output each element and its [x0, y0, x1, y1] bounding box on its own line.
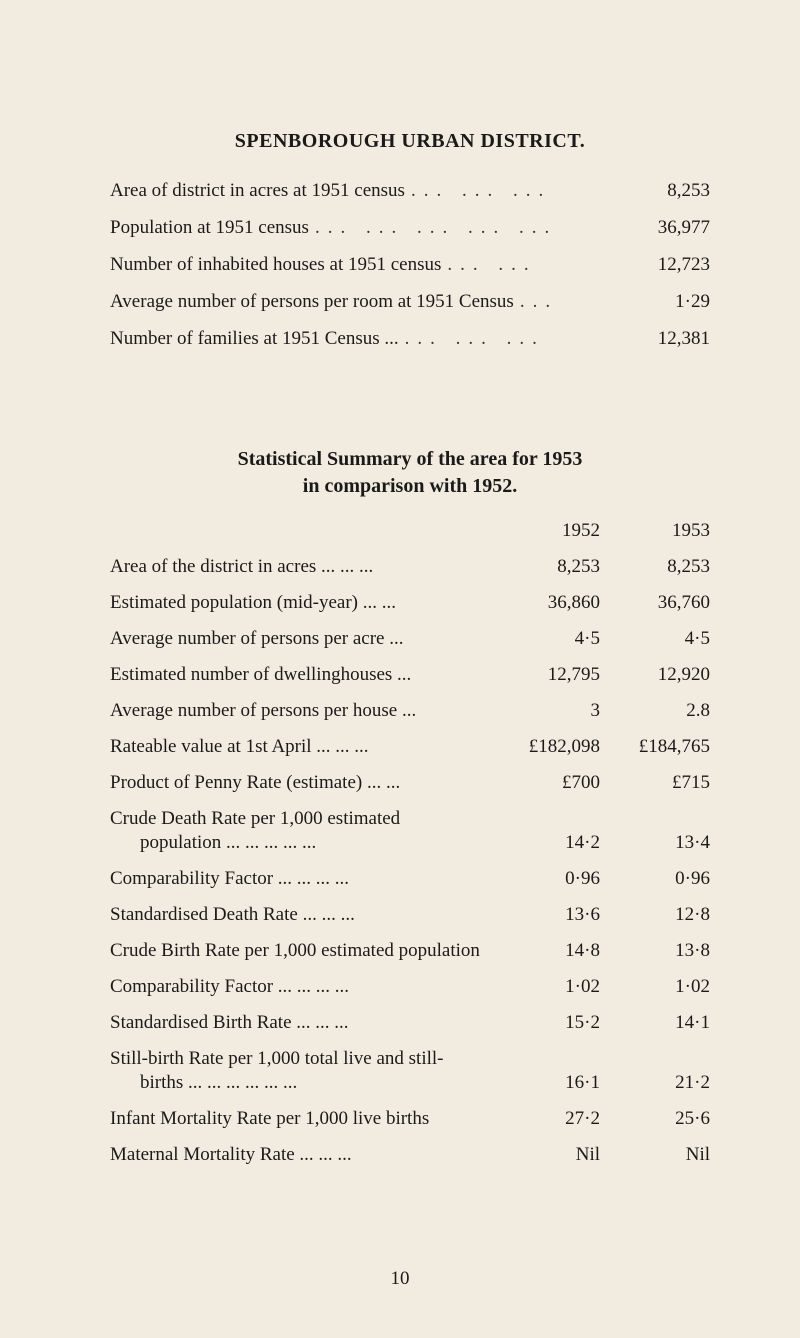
- row-label: Estimated number of dwellinghouses ...: [110, 664, 490, 686]
- table-row: Standardised Birth Rate ... ... ... 15·2…: [110, 1012, 710, 1034]
- dots: ... ... ...: [405, 181, 630, 200]
- val-1952: 14·2: [490, 832, 600, 854]
- row-label: population ... ... ... ... ...: [110, 832, 490, 854]
- stat-row: Number of inhabited houses at 1951 censu…: [110, 255, 710, 274]
- row-label: Average number of persons per house ...: [110, 700, 490, 722]
- stat-label: Average number of persons per room at 19…: [110, 292, 514, 311]
- table-row: Maternal Mortality Rate ... ... ... Nil …: [110, 1144, 710, 1166]
- dots: ... ... ...: [399, 329, 630, 348]
- val-1953: Nil: [600, 1144, 710, 1166]
- val-1953: 0·96: [600, 868, 710, 890]
- table-row: Infant Mortality Rate per 1,000 live bir…: [110, 1108, 710, 1130]
- page-title: SPENBOROUGH URBAN DISTRICT.: [110, 130, 710, 153]
- row-label: Infant Mortality Rate per 1,000 live bir…: [110, 1108, 490, 1130]
- table-row: Still-birth Rate per 1,000 total live an…: [110, 1048, 710, 1070]
- row-label: Crude Birth Rate per 1,000 estimated pop…: [110, 940, 490, 962]
- table-row: Area of the district in acres ... ... ..…: [110, 556, 710, 578]
- val-1952: £700: [490, 772, 600, 794]
- row-label: Crude Death Rate per 1,000 estimated: [110, 808, 490, 830]
- stat-label: Number of families at 1951 Census ...: [110, 329, 399, 348]
- stat-label: Number of inhabited houses at 1951 censu…: [110, 255, 441, 274]
- table-row: population ... ... ... ... ... 14·2 13·4: [110, 832, 710, 854]
- val-1952: 14·8: [490, 940, 600, 962]
- stat-row: Number of families at 1951 Census ... ..…: [110, 329, 710, 348]
- table-row: Crude Birth Rate per 1,000 estimated pop…: [110, 940, 710, 962]
- val-1953: 13·4: [600, 832, 710, 854]
- dots: ... ...: [441, 255, 630, 274]
- dots: ... ... ... ... ...: [309, 218, 630, 237]
- val-1952: 15·2: [490, 1012, 600, 1034]
- table-row: Average number of persons per house ... …: [110, 700, 710, 722]
- val-1952: 4·5: [490, 628, 600, 650]
- val-1952: 12,795: [490, 664, 600, 686]
- stat-value: 36,977: [630, 218, 710, 237]
- stat-label: Area of district in acres at 1951 census: [110, 181, 405, 200]
- val-1952: Nil: [490, 1144, 600, 1166]
- val-1953: 1·02: [600, 976, 710, 998]
- val-1952: 13·6: [490, 904, 600, 926]
- row-label: Standardised Birth Rate ... ... ...: [110, 1012, 490, 1034]
- val-1952: 1·02: [490, 976, 600, 998]
- val-1953: 36,760: [600, 592, 710, 614]
- val-1953: 13·8: [600, 940, 710, 962]
- row-label: Still-birth Rate per 1,000 total live an…: [110, 1048, 490, 1070]
- table-row: Crude Death Rate per 1,000 estimated: [110, 808, 710, 830]
- page-number: 10: [0, 1268, 800, 1290]
- dots: ...: [514, 292, 630, 311]
- val-1952: 8,253: [490, 556, 600, 578]
- col-1952: 1952: [490, 520, 600, 542]
- val-1953: 12,920: [600, 664, 710, 686]
- table-row: Estimated population (mid-year) ... ... …: [110, 592, 710, 614]
- val-1952: 36,860: [490, 592, 600, 614]
- val-1953: 8,253: [600, 556, 710, 578]
- table-row: Rateable value at 1st April ... ... ... …: [110, 736, 710, 758]
- stat-value: 1·29: [630, 292, 710, 311]
- val-1952: £182,098: [490, 736, 600, 758]
- stat-value: 8,253: [630, 181, 710, 200]
- table-row: Average number of persons per acre ... 4…: [110, 628, 710, 650]
- val-1953: 21·2: [600, 1072, 710, 1094]
- section-subtitle: in comparison with 1952.: [110, 475, 710, 498]
- row-label: Average number of persons per acre ...: [110, 628, 490, 650]
- val-1953: £184,765: [600, 736, 710, 758]
- val-1952: 3: [490, 700, 600, 722]
- row-label: Estimated population (mid-year) ... ...: [110, 592, 490, 614]
- val-1953: 2.8: [600, 700, 710, 722]
- table-row: Estimated number of dwellinghouses ... 1…: [110, 664, 710, 686]
- val-1952: 27·2: [490, 1108, 600, 1130]
- stat-row: Average number of persons per room at 19…: [110, 292, 710, 311]
- row-label: Product of Penny Rate (estimate) ... ...: [110, 772, 490, 794]
- table-row: Comparability Factor ... ... ... ... 0·9…: [110, 868, 710, 890]
- table-header: 1952 1953: [110, 520, 710, 542]
- row-label: Comparability Factor ... ... ... ...: [110, 868, 490, 890]
- val-1953: 4·5: [600, 628, 710, 650]
- row-label: Comparability Factor ... ... ... ...: [110, 976, 490, 998]
- section-title: Statistical Summary of the area for 1953: [110, 448, 710, 471]
- row-label: Maternal Mortality Rate ... ... ...: [110, 1144, 490, 1166]
- row-label: Standardised Death Rate ... ... ...: [110, 904, 490, 926]
- val-1952: 0·96: [490, 868, 600, 890]
- stat-value: 12,381: [630, 329, 710, 348]
- val-1952: 16·1: [490, 1072, 600, 1094]
- document-page: SPENBOROUGH URBAN DISTRICT. Area of dist…: [0, 0, 800, 1338]
- table-row: births ... ... ... ... ... ... 16·1 21·2: [110, 1072, 710, 1094]
- table-row: Product of Penny Rate (estimate) ... ...…: [110, 772, 710, 794]
- table-row: Standardised Death Rate ... ... ... 13·6…: [110, 904, 710, 926]
- row-label: Rateable value at 1st April ... ... ...: [110, 736, 490, 758]
- stat-label: Population at 1951 census: [110, 218, 309, 237]
- stat-row: Area of district in acres at 1951 census…: [110, 181, 710, 200]
- val-1953: 14·1: [600, 1012, 710, 1034]
- stat-row: Population at 1951 census ... ... ... ..…: [110, 218, 710, 237]
- val-1953: 12·8: [600, 904, 710, 926]
- row-label: births ... ... ... ... ... ...: [110, 1072, 490, 1094]
- table-row: Comparability Factor ... ... ... ... 1·0…: [110, 976, 710, 998]
- val-1953: 25·6: [600, 1108, 710, 1130]
- row-label: Area of the district in acres ... ... ..…: [110, 556, 490, 578]
- col-1953: 1953: [600, 520, 710, 542]
- stat-value: 12,723: [630, 255, 710, 274]
- val-1953: £715: [600, 772, 710, 794]
